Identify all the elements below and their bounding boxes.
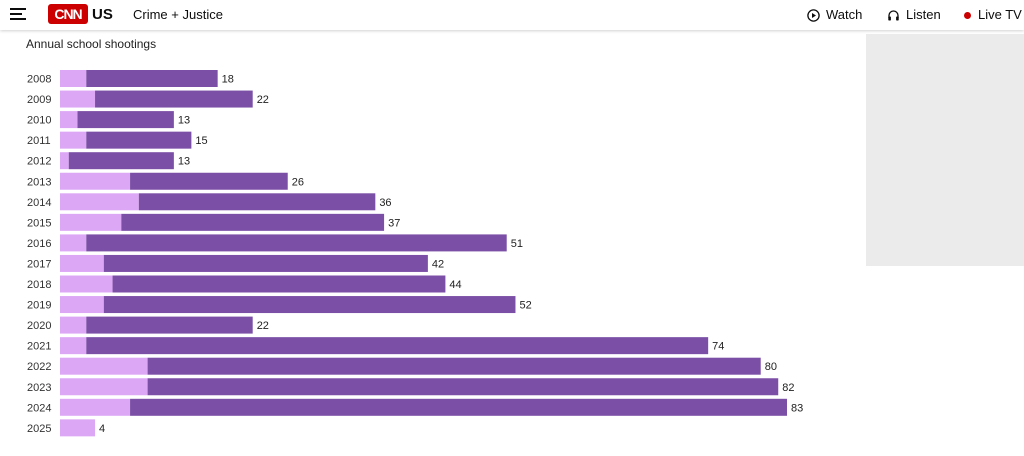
- bar-segment-dark[interactable]: [147, 378, 779, 396]
- chart-title: Annual school shootings: [26, 37, 157, 51]
- bar-segment-light[interactable]: [60, 337, 87, 355]
- y-tick-label: 2009: [27, 94, 51, 106]
- y-tick-label: 2012: [27, 156, 51, 168]
- bar-segment-dark[interactable]: [130, 172, 288, 190]
- y-tick-label: 2022: [27, 361, 51, 373]
- bar-segment-light[interactable]: [60, 378, 148, 396]
- play-circle-icon: [807, 9, 820, 22]
- bar-segment-light[interactable]: [60, 70, 87, 87]
- bar-segment-dark[interactable]: [112, 275, 446, 293]
- headphones-icon: [888, 10, 899, 21]
- listen-label: Listen: [906, 7, 941, 22]
- school-shootings-bar-chart: 2008 18 2009 22 2010 13 2011 15 2012 13 2013 26 2014…: [27, 70, 803, 437]
- live-tv-label: Live TV: [978, 7, 1022, 22]
- y-tick-label: 2013: [27, 176, 51, 188]
- bar-segment-dark[interactable]: [95, 90, 253, 108]
- bar-segment-light[interactable]: [60, 275, 113, 293]
- y-tick-label: 2025: [27, 423, 51, 435]
- bar-segment-light[interactable]: [60, 398, 131, 416]
- bar-segment-light[interactable]: [60, 357, 148, 375]
- bar-segment-light[interactable]: [60, 296, 104, 314]
- bar-segment-dark[interactable]: [138, 193, 376, 211]
- y-tick-label: 2008: [27, 74, 51, 86]
- y-tick-label: 2014: [27, 197, 51, 209]
- bar-segment-dark[interactable]: [103, 296, 516, 314]
- top-nav-bar: CNN US Crime + Justice Watch Listen Live…: [0, 0, 1024, 30]
- y-tick-label: 2023: [27, 382, 51, 394]
- bar-value-label: 4: [99, 423, 105, 435]
- section-link[interactable]: Crime + Justice: [133, 7, 223, 22]
- bar-value-label: 18: [222, 74, 234, 86]
- live-dot-icon: [964, 12, 971, 20]
- y-tick-label: 2010: [27, 115, 51, 127]
- bar-segment-dark[interactable]: [86, 131, 192, 149]
- bar-value-label: 37: [388, 217, 400, 229]
- y-tick-label: 2017: [27, 258, 51, 270]
- bar-segment-light[interactable]: [60, 419, 96, 437]
- bar-value-label: 15: [195, 135, 207, 147]
- live-tv-button[interactable]: Live TV: [964, 7, 1022, 22]
- y-tick-label: 2024: [27, 402, 51, 414]
- bar-segment-dark[interactable]: [147, 357, 761, 375]
- watch-label: Watch: [826, 7, 863, 22]
- listen-button[interactable]: Listen: [887, 7, 941, 22]
- bar-segment-light[interactable]: [60, 254, 104, 272]
- bar-value-label: 22: [257, 94, 269, 106]
- bar-segment-light[interactable]: [60, 90, 96, 108]
- cnn-logo[interactable]: CNN: [48, 4, 88, 24]
- bar-value-label: 22: [257, 320, 269, 332]
- bar-value-label: 36: [379, 197, 391, 209]
- bar-segment-light[interactable]: [60, 316, 87, 334]
- bar-segment-light[interactable]: [60, 234, 87, 252]
- bar-value-label: 80: [765, 361, 777, 373]
- y-tick-label: 2020: [27, 320, 51, 332]
- bar-segment-light[interactable]: [60, 213, 122, 231]
- bar-value-label: 44: [449, 279, 461, 291]
- ad-placeholder: [866, 34, 1024, 266]
- bar-value-label: 83: [791, 402, 803, 414]
- bar-segment-light[interactable]: [60, 111, 78, 129]
- bar-segment-dark[interactable]: [86, 316, 253, 334]
- bar-value-label: 13: [178, 115, 190, 127]
- menu-icon[interactable]: [10, 8, 26, 21]
- y-tick-label: 2011: [27, 135, 51, 147]
- bar-segment-dark[interactable]: [121, 213, 385, 231]
- bar-segment-dark[interactable]: [86, 70, 218, 87]
- y-tick-label: 2019: [27, 300, 51, 312]
- bar-value-label: 13: [178, 156, 190, 168]
- bar-value-label: 74: [712, 341, 724, 353]
- y-tick-label: 2015: [27, 217, 51, 229]
- watch-button[interactable]: Watch: [807, 7, 862, 22]
- bar-segment-dark[interactable]: [103, 254, 428, 272]
- bar-segment-light[interactable]: [60, 131, 87, 149]
- bar-segment-light[interactable]: [60, 193, 139, 211]
- bar-segment-dark[interactable]: [130, 398, 788, 416]
- y-tick-label: 2016: [27, 238, 51, 250]
- bar-segment-dark[interactable]: [68, 152, 174, 170]
- y-tick-label: 2021: [27, 341, 51, 353]
- edition-label[interactable]: US: [92, 6, 113, 23]
- bar-segment-dark[interactable]: [86, 337, 709, 355]
- bar-segment-light[interactable]: [60, 172, 131, 190]
- bar-value-label: 51: [511, 238, 523, 250]
- bar-value-label: 52: [519, 300, 531, 312]
- bar-value-label: 82: [782, 382, 794, 394]
- bar-segment-dark[interactable]: [86, 234, 507, 252]
- bar-segment-light[interactable]: [60, 152, 69, 170]
- bar-value-label: 26: [292, 176, 304, 188]
- bar-segment-dark[interactable]: [77, 111, 174, 129]
- y-tick-label: 2018: [27, 279, 51, 291]
- bar-value-label: 42: [432, 258, 444, 270]
